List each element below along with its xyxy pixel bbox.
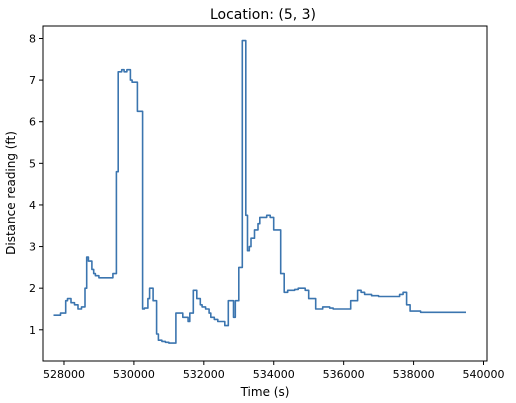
y-tick-label: 1 [29,324,36,337]
y-axis-label: Distance reading (ft) [4,131,18,255]
y-tick-label: 4 [29,199,36,212]
plot-area [53,39,466,344]
x-tick-label: 532000 [183,368,225,381]
plot-frame [42,25,488,362]
y-tick-label: 7 [29,74,36,87]
y-tick-label: 8 [29,32,36,45]
x-tick-label: 540000 [463,368,505,381]
x-tick-label: 528000 [43,368,85,381]
y-tick-label: 3 [29,241,36,254]
x-axis-label: Time (s) [240,385,290,399]
series-line-0 [53,39,466,344]
y-tick-label: 6 [29,116,36,129]
x-tick-label: 534000 [253,368,295,381]
x-tick-label: 530000 [113,368,155,381]
y-tick-label: 5 [29,157,36,170]
x-tick-label: 538000 [393,368,435,381]
x-tick-label: 536000 [323,368,365,381]
x-axis: 528000 530000 532000 534000 536000 538000 5400… [43,361,505,381]
y-axis: 1 2 3 4 5 6 7 8 [29,32,43,337]
chart-title: Location: (5, 3) [210,7,316,23]
y-tick-label: 2 [29,282,36,295]
